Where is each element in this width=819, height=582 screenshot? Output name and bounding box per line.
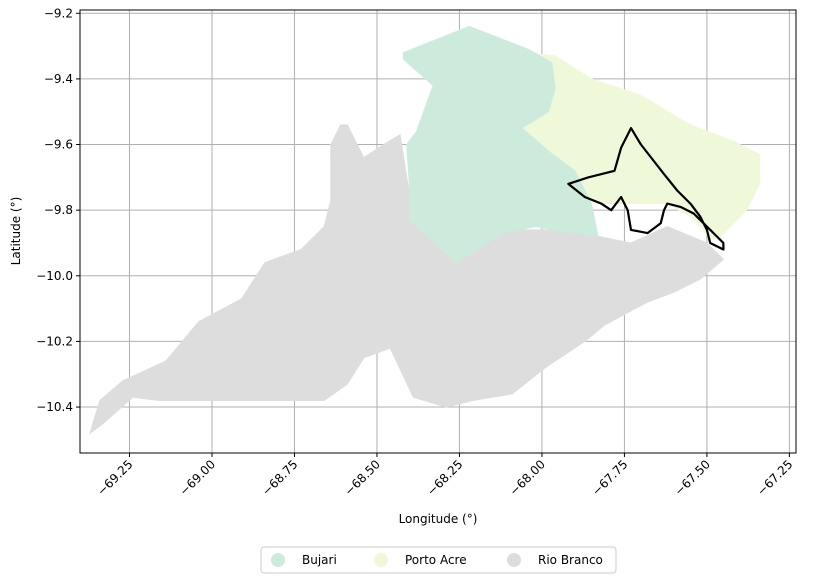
y-axis-title: Latitude (°) [9, 197, 23, 266]
legend: Bujari Porto Acre Rio Branco [260, 546, 617, 574]
y-tick-label: −10.2 [36, 334, 73, 348]
x-tick-label: −67.25 [754, 457, 795, 498]
boundary-outline [567, 127, 725, 251]
legend-label-bujari: Bujari [302, 553, 337, 567]
y-tick-label: −10.4 [36, 400, 73, 414]
y-tick-label: −9.6 [44, 138, 73, 152]
x-tick-label: −68.75 [259, 457, 300, 498]
legend-marker-rio-branco [507, 553, 521, 567]
y-tick-label: −10.0 [36, 269, 73, 283]
x-tick-label: −69.25 [94, 457, 135, 498]
legend-frame [260, 546, 617, 574]
x-tick-label: −68.50 [342, 457, 383, 498]
x-tick-label: −67.50 [672, 457, 713, 498]
legend-label-porto-acre: Porto Acre [405, 553, 467, 567]
y-tick-label: −9.8 [44, 203, 73, 217]
y-tick-label: −9.2 [44, 6, 73, 20]
x-axis-ticks: −69.25 −69.00 −68.75 −68.50 −68.25 −68.00 −67.… [94, 453, 796, 499]
plot-frame [79, 9, 797, 454]
x-tick-label: −67.75 [589, 457, 630, 498]
highlight-outline [567, 127, 725, 251]
x-tick-label: −69.00 [177, 457, 218, 498]
legend-marker-bujari [271, 553, 285, 567]
x-tick-label: −68.25 [424, 457, 465, 498]
x-tick-label: −68.00 [507, 457, 548, 498]
legend-marker-porto-acre [374, 553, 388, 567]
y-tick-label: −9.4 [44, 72, 73, 86]
y-axis-ticks: −9.2 −9.4 −9.6 −9.8 −10.0 −10.2 −10.4 [36, 6, 80, 414]
legend-label-rio-branco: Rio Branco [538, 553, 603, 567]
x-axis-title: Longitude (°) [399, 512, 478, 526]
region-bujari [402, 25, 599, 264]
region-polygons [88, 25, 761, 435]
